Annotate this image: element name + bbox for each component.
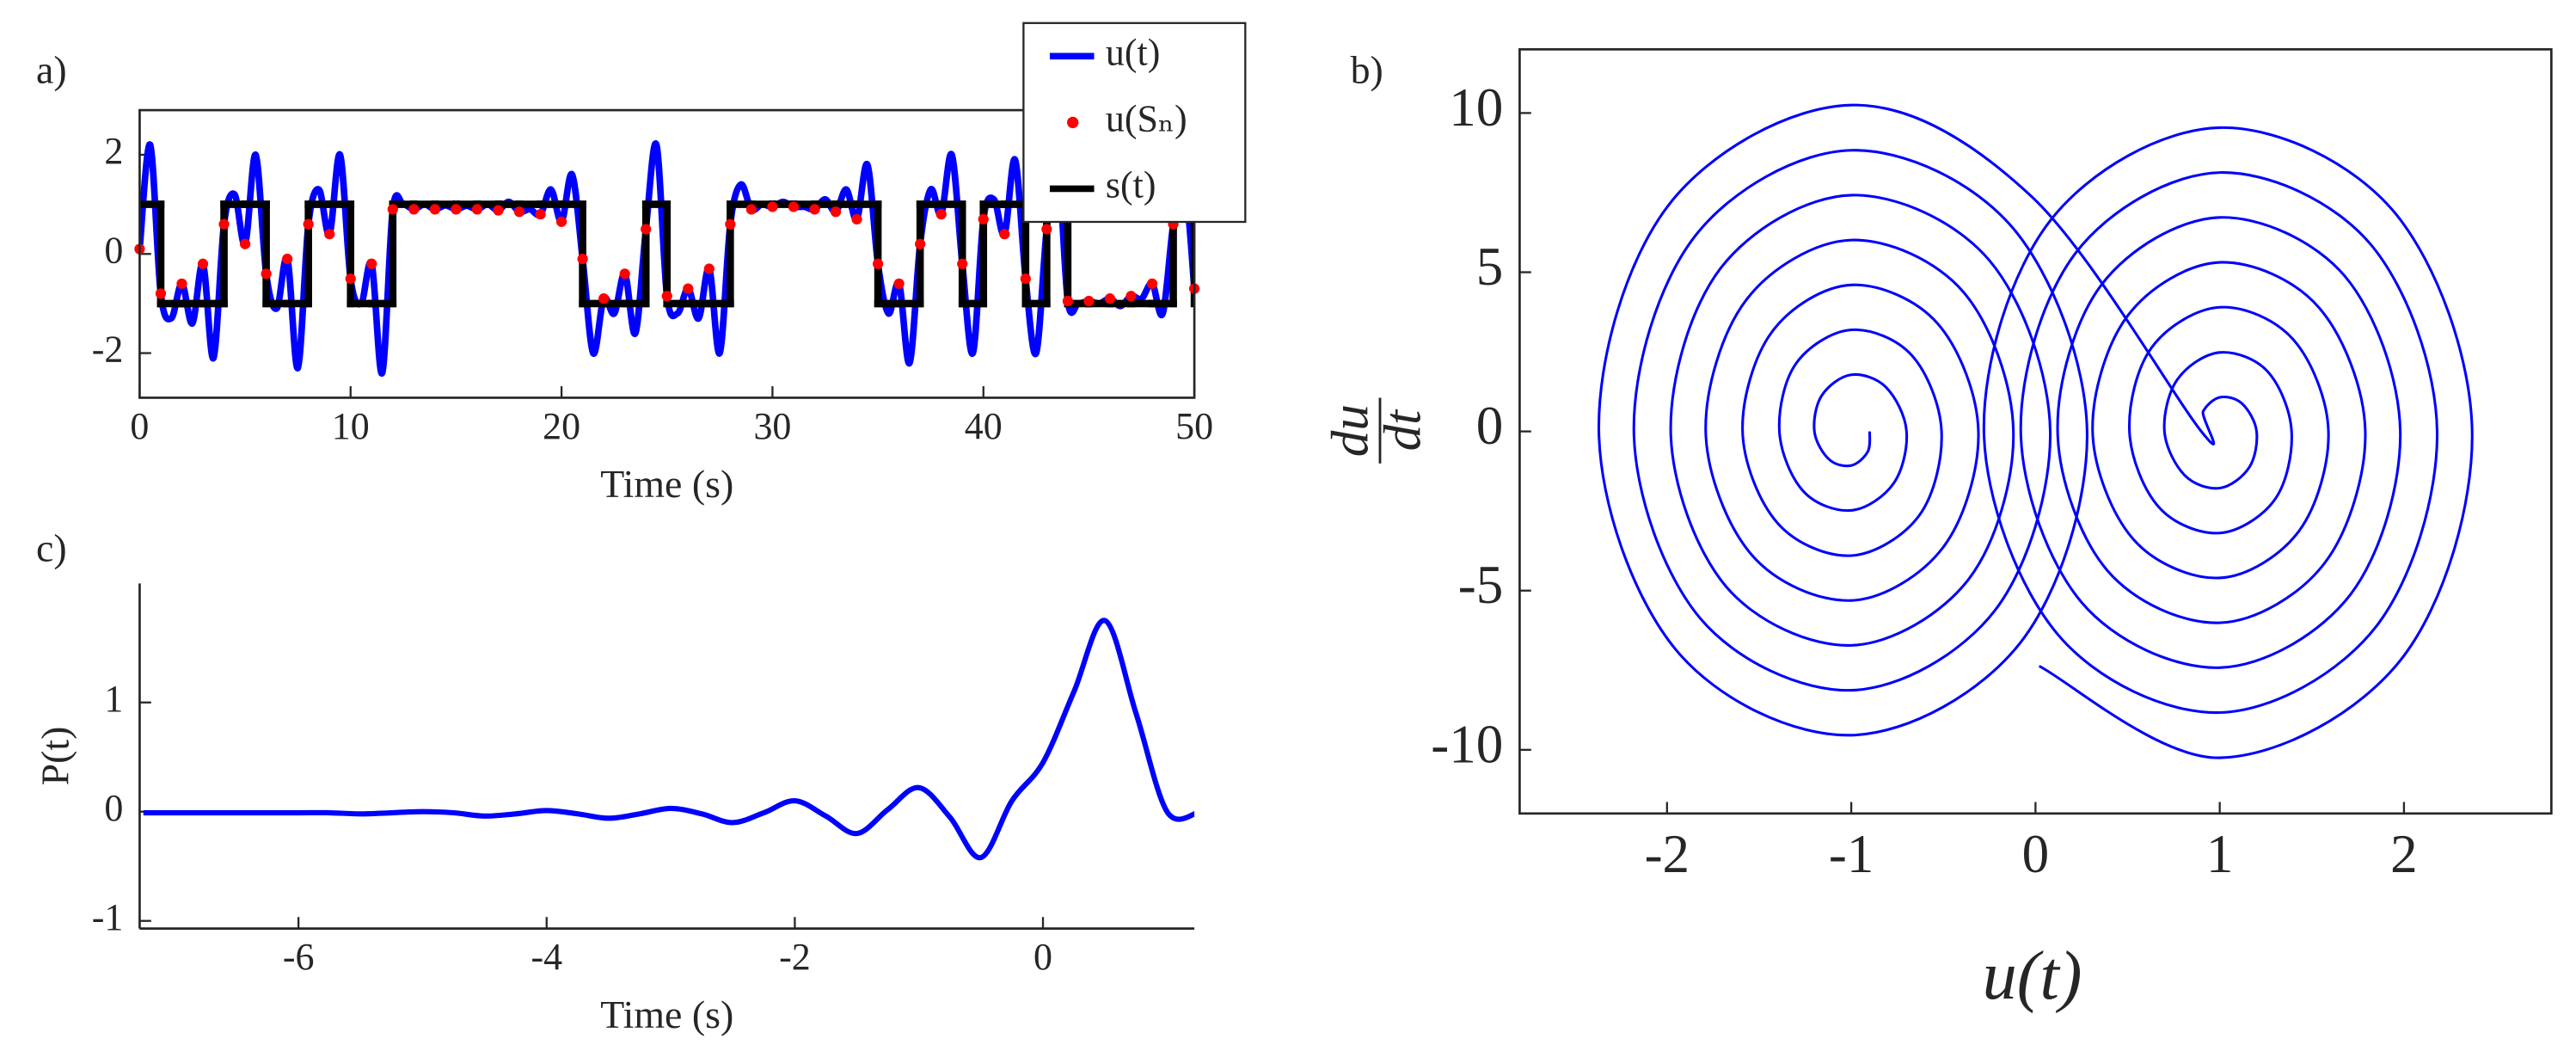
x-tick-label: 0: [1033, 936, 1052, 978]
data-dot: [872, 258, 884, 269]
x-axis-label: u(t): [1983, 937, 2082, 1014]
data-dot: [555, 216, 567, 227]
panel-label: a): [36, 48, 67, 92]
data-dot: [1041, 224, 1052, 235]
data-dot: [788, 201, 800, 212]
data-dot: [345, 273, 356, 285]
y-tick-label: 5: [1476, 237, 1504, 297]
data-dot: [429, 204, 440, 215]
y-tick-label: -10: [1431, 714, 1503, 774]
y-label-denominator: dt: [1375, 409, 1432, 452]
x-tick-label: 20: [543, 405, 580, 447]
data-dot: [513, 206, 525, 218]
y-tick-label: 0: [104, 229, 123, 271]
x-tick-label: 2: [2390, 824, 2418, 884]
data-dot: [366, 258, 377, 269]
y-tick-label: 10: [1449, 77, 1503, 138]
data-dot: [303, 218, 314, 230]
data-dot: [851, 213, 862, 225]
data-dot: [387, 204, 398, 215]
data-dot: [915, 238, 926, 249]
x-tick-label: 40: [965, 405, 1003, 447]
data-dot: [239, 238, 251, 249]
x-tick-label: -4: [531, 936, 562, 978]
data-dot: [999, 229, 1010, 240]
data-dot: [830, 206, 842, 218]
data-dot: [261, 268, 272, 280]
axes-box: [1518, 48, 2553, 815]
data-dot: [809, 204, 820, 215]
data-line: [143, 618, 1195, 861]
legend-label: u(Sₙ): [1106, 97, 1187, 139]
data-line: [1598, 103, 2474, 759]
data-dot: [725, 218, 736, 230]
panel-label: c): [36, 526, 67, 570]
data-dot: [218, 218, 230, 230]
data-dot: [197, 258, 209, 269]
data-dot: [767, 201, 778, 212]
data-dot: [155, 288, 167, 299]
data-dot: [176, 278, 187, 289]
y-label-numerator: du: [1322, 404, 1379, 457]
data-dot: [577, 253, 588, 265]
x-axis-label: Time (s): [600, 462, 733, 506]
legend-label: u(t): [1106, 31, 1160, 73]
data-dot: [451, 204, 462, 215]
y-axis-label: P(t): [33, 727, 77, 786]
data-dot: [1146, 278, 1158, 289]
data-dot: [1104, 293, 1116, 304]
data-dot: [978, 213, 989, 225]
data-dot: [1125, 291, 1137, 302]
y-tick-label: -5: [1458, 555, 1504, 615]
x-axis-label: Time (s): [600, 993, 733, 1036]
x-tick-label: -6: [283, 936, 315, 978]
data-dot: [957, 258, 968, 269]
data-dot: [619, 268, 630, 280]
panel-label: b): [1351, 48, 1383, 92]
data-dot: [683, 283, 694, 294]
data-dot: [408, 204, 420, 215]
data-dot: [493, 205, 504, 216]
data-dot: [661, 291, 672, 302]
data-dot: [282, 253, 293, 265]
x-tick-label: 0: [130, 405, 149, 447]
y-tick-label: 1: [104, 678, 123, 720]
step-line: [139, 200, 1195, 308]
data-dot: [1062, 295, 1074, 307]
data-dot: [935, 209, 947, 220]
x-tick-label: 10: [332, 405, 370, 447]
x-tick-label: -1: [1829, 824, 1874, 884]
y-tick-label: 0: [1476, 396, 1504, 456]
data-dot: [745, 204, 757, 215]
x-tick-label: -2: [779, 936, 811, 978]
legend-marker: [1067, 116, 1079, 129]
data-dot: [598, 293, 610, 304]
y-tick-label: -2: [92, 329, 124, 371]
x-tick-label: 50: [1175, 405, 1213, 447]
data-dot: [893, 278, 905, 289]
y-tick-label: 0: [104, 787, 123, 829]
data-dot: [641, 224, 652, 235]
data-dot: [324, 229, 335, 240]
y-tick-label: -1: [92, 896, 124, 938]
legend: u(t) u(Sₙ) s(t): [1022, 22, 1247, 224]
data-dot: [471, 204, 483, 215]
legend-label: s(t): [1106, 164, 1156, 206]
data-dot: [703, 263, 715, 274]
x-tick-label: -2: [1645, 824, 1690, 884]
y-tick-label: 2: [104, 130, 123, 172]
data-dot: [1020, 273, 1031, 285]
axes-box: [138, 108, 1196, 399]
data-dot: [1083, 295, 1095, 307]
data-dot: [535, 209, 546, 220]
x-tick-label: 30: [753, 405, 791, 447]
x-tick-label: 0: [2022, 824, 2050, 884]
x-tick-label: 1: [2206, 824, 2234, 884]
